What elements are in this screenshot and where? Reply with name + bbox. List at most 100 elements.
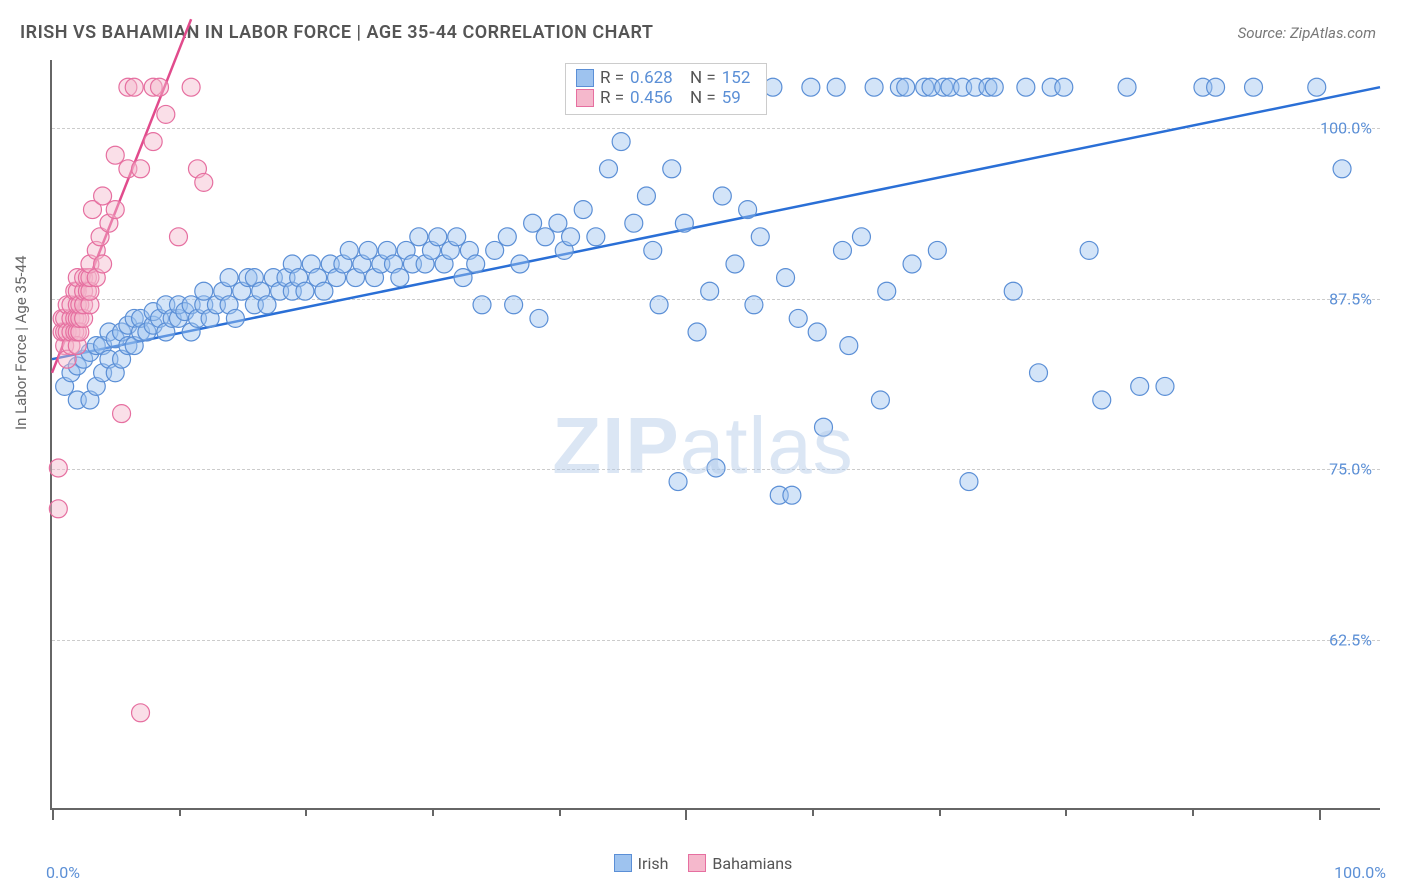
data-point-irish [783, 486, 801, 504]
data-point-bahamians [106, 146, 124, 164]
data-point-irish [612, 133, 630, 151]
data-point-irish [226, 309, 244, 327]
data-point-bahamians [182, 78, 200, 96]
swatch-icon [576, 69, 594, 87]
x-tick [52, 808, 54, 820]
x-tick [179, 808, 181, 816]
data-point-irish [1080, 241, 1098, 259]
legend-stats-row: R =0.628N =152 [576, 68, 756, 88]
x-axis-max-label: 100.0% [1334, 863, 1386, 882]
data-point-irish [524, 214, 542, 232]
data-point-irish [258, 296, 276, 314]
data-point-irish [1131, 377, 1149, 395]
data-point-irish [549, 214, 567, 232]
data-point-bahamians [144, 133, 162, 151]
x-tick [812, 808, 814, 816]
data-point-irish [669, 473, 687, 491]
x-tick [685, 808, 687, 820]
y-axis-title: In Labor Force | Age 35-44 [12, 256, 30, 430]
data-point-bahamians [157, 105, 175, 123]
n-value: 59 [722, 88, 756, 108]
data-point-irish [530, 309, 548, 327]
data-point-irish [878, 282, 896, 300]
data-point-irish [827, 78, 845, 96]
data-point-irish [359, 241, 377, 259]
data-point-irish [897, 78, 915, 96]
data-point-irish [195, 282, 213, 300]
data-point-irish [751, 228, 769, 246]
x-tick [939, 808, 941, 816]
n-label: N = [690, 88, 716, 108]
data-point-irish [903, 255, 921, 273]
swatch-icon [614, 854, 632, 872]
data-point-irish [739, 201, 757, 219]
source-credit: Source: ZipAtlas.com [1238, 24, 1376, 42]
data-point-irish [928, 241, 946, 259]
data-point-irish [391, 269, 409, 287]
data-point-irish [562, 228, 580, 246]
data-point-bahamians [132, 704, 150, 722]
legend-label: Bahamians [712, 854, 792, 873]
data-point-irish [789, 309, 807, 327]
y-tick-label: 62.5% [1329, 630, 1372, 649]
data-point-irish [1055, 78, 1073, 96]
data-point-bahamians [106, 201, 124, 219]
x-tick [1192, 808, 1194, 816]
data-point-irish [1333, 160, 1351, 178]
y-tick-label: 87.5% [1329, 289, 1372, 308]
data-point-irish [1017, 78, 1035, 96]
x-tick [1065, 808, 1067, 816]
y-tick-label: 100.0% [1320, 119, 1372, 138]
data-point-irish [688, 323, 706, 341]
data-point-irish [486, 241, 504, 259]
data-point-irish [802, 78, 820, 96]
data-point-irish [1118, 78, 1136, 96]
data-point-irish [536, 228, 554, 246]
legend-stats: R =0.628N =152R =0.456N =59 [565, 63, 767, 115]
x-tick [1319, 808, 1321, 820]
data-point-bahamians [113, 405, 131, 423]
data-point-irish [644, 241, 662, 259]
data-point-irish [1207, 78, 1225, 96]
data-point-irish [675, 214, 693, 232]
data-point-irish [467, 255, 485, 273]
data-point-bahamians [195, 173, 213, 191]
x-axis-min-label: 0.0% [46, 863, 80, 882]
data-point-irish [1093, 391, 1111, 409]
r-label: R = [600, 68, 624, 88]
trend-line-irish [52, 87, 1380, 359]
data-point-irish [454, 269, 472, 287]
data-point-irish [726, 255, 744, 273]
data-point-irish [777, 269, 795, 287]
x-tick [305, 808, 307, 816]
data-point-irish [1156, 377, 1174, 395]
data-point-irish [701, 282, 719, 300]
data-point-irish [852, 228, 870, 246]
r-label: R = [600, 88, 624, 108]
data-point-bahamians [94, 187, 112, 205]
data-point-irish [1004, 282, 1022, 300]
data-point-irish [448, 228, 466, 246]
swatch-icon [688, 854, 706, 872]
legend-item: Irish [614, 854, 669, 873]
n-label: N = [690, 68, 716, 88]
legend-stats-row: R =0.456N =59 [576, 88, 756, 108]
data-point-irish [498, 228, 516, 246]
data-point-irish [625, 214, 643, 232]
data-point-irish [985, 78, 1003, 96]
data-point-bahamians [132, 160, 150, 178]
data-point-bahamians [49, 500, 67, 518]
data-point-irish [220, 269, 238, 287]
r-value: 0.628 [630, 68, 684, 88]
chart-title: IRISH VS BAHAMIAN IN LABOR FORCE | AGE 3… [20, 22, 653, 43]
data-point-irish [473, 296, 491, 314]
data-point-irish [410, 228, 428, 246]
data-point-irish [865, 78, 883, 96]
data-point-irish [707, 459, 725, 477]
data-point-irish [745, 296, 763, 314]
legend-series: Irish Bahamians [0, 854, 1406, 877]
data-point-irish [511, 255, 529, 273]
legend-label: Irish [638, 854, 669, 873]
data-point-irish [315, 282, 333, 300]
data-point-irish [1308, 78, 1326, 96]
